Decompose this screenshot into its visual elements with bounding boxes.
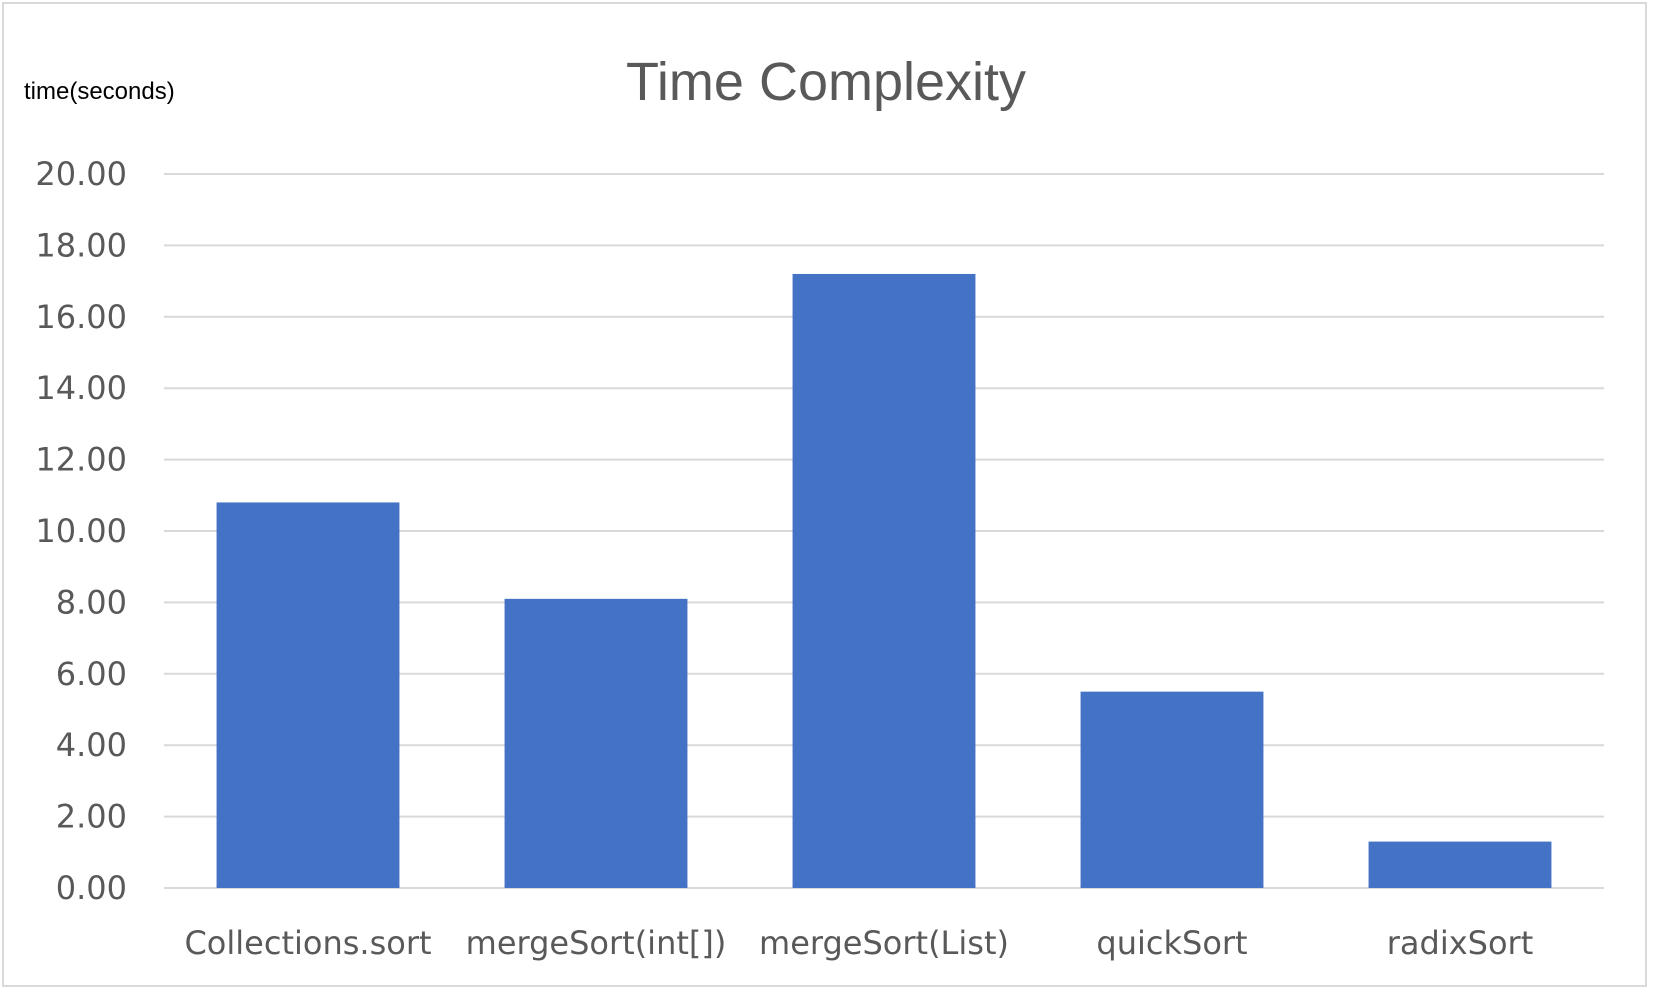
bar-chart: Time Complexity time(seconds) 0.00 2.00 4.… <box>24 52 1604 962</box>
y-axis-label: time(seconds) <box>24 78 175 105</box>
chart-title: Time Complexity <box>626 52 1026 112</box>
y-tick-label: 14.00 <box>35 369 127 407</box>
x-category-label: mergeSort(int[]) <box>466 924 727 962</box>
y-tick-label: 18.00 <box>35 226 127 264</box>
y-tick-label: 2.00 <box>56 798 127 836</box>
y-tick-label: 20.00 <box>35 155 127 193</box>
bar-mergesort-list <box>792 273 976 889</box>
y-axis-ticks: 0.00 2.00 4.00 6.00 8.00 10.00 12.00 14.00 16.00… <box>35 155 127 907</box>
bar-radixsort <box>1368 841 1552 888</box>
x-axis-categories: Collections.sort mergeSort(int[]) mergeSor… <box>184 924 1533 962</box>
bar-quicksort <box>1080 691 1264 888</box>
x-category-label: mergeSort(List) <box>759 924 1009 962</box>
y-tick-label: 6.00 <box>56 655 127 693</box>
bars <box>216 273 1552 889</box>
y-tick-label: 16.00 <box>35 298 127 336</box>
y-tick-label: 8.00 <box>56 583 127 621</box>
y-tick-label: 4.00 <box>56 726 127 764</box>
x-category-label: radixSort <box>1387 924 1534 962</box>
bar-mergesort-int <box>504 598 688 888</box>
bar-collections-sort <box>216 502 400 888</box>
y-tick-label: 10.00 <box>35 512 127 550</box>
y-tick-label: 0.00 <box>56 869 127 907</box>
y-tick-label: 12.00 <box>35 441 127 479</box>
x-category-label: quickSort <box>1096 924 1247 962</box>
x-category-label: Collections.sort <box>184 924 431 962</box>
